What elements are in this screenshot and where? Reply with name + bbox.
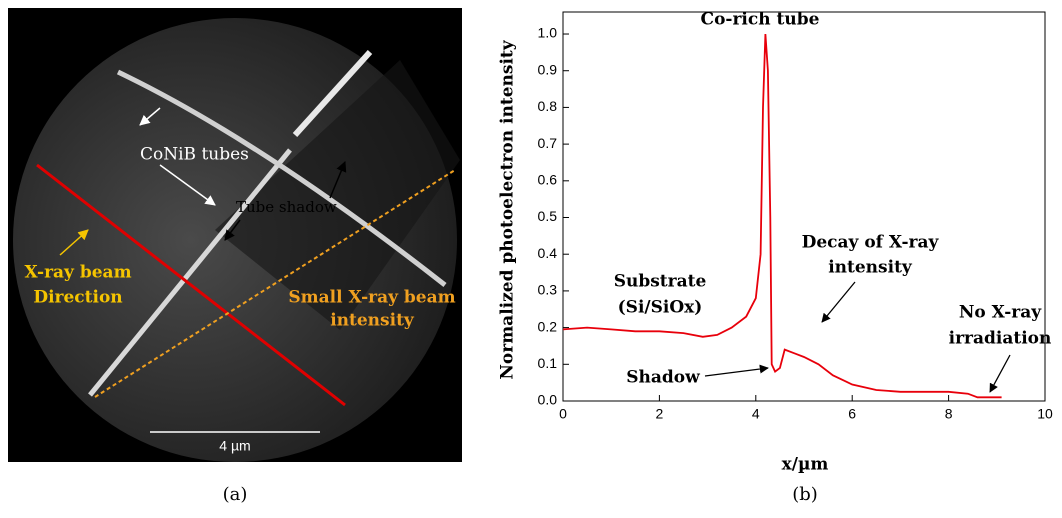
annotation: intensity bbox=[828, 258, 913, 278]
annotation: irradiation bbox=[949, 329, 1052, 349]
y-tick-label: 0.1 bbox=[538, 355, 558, 371]
x-tick-label: 6 bbox=[848, 406, 856, 422]
y-tick-label: 0.4 bbox=[538, 245, 558, 261]
y-tick-label: 0.3 bbox=[538, 282, 558, 298]
label: intensity bbox=[330, 311, 415, 331]
x-tick-label: 10 bbox=[1037, 406, 1053, 422]
arrow bbox=[704, 364, 769, 377]
plot-frame bbox=[562, 11, 1046, 402]
arrow bbox=[329, 161, 347, 199]
label: Small X-ray beam bbox=[288, 288, 455, 308]
profile-line bbox=[36, 163, 346, 407]
y-tick-label: 0.8 bbox=[538, 98, 558, 114]
y-tick-label: 0.5 bbox=[538, 208, 558, 224]
y-axis-label: Normalized photoelectron intensity bbox=[498, 39, 518, 379]
label: Tube shadow bbox=[236, 198, 337, 216]
caption: (a) bbox=[223, 484, 248, 505]
arrow bbox=[989, 354, 1011, 393]
arrow bbox=[59, 229, 89, 256]
x-tick-label: 2 bbox=[656, 406, 664, 422]
annotation: Shadow bbox=[626, 368, 700, 388]
annotation: Decay of X-ray bbox=[802, 233, 940, 253]
arrow bbox=[159, 164, 216, 206]
annotation: Co-rich tube bbox=[701, 10, 820, 30]
micrograph: CoNiB tubes Tube shadow X-ray beam Direc… bbox=[8, 8, 462, 462]
y-tick-label: 1.0 bbox=[538, 25, 558, 41]
x-tick-label: 4 bbox=[752, 406, 760, 422]
data-line bbox=[562, 33, 1002, 399]
arrow bbox=[139, 107, 161, 126]
arrow bbox=[821, 281, 856, 323]
label: CoNiB tubes bbox=[140, 145, 249, 165]
y-tick-label: 0.2 bbox=[538, 318, 558, 334]
y-tick-label: 0.9 bbox=[538, 61, 558, 77]
label: Direction bbox=[33, 288, 122, 308]
tube bbox=[116, 69, 447, 287]
annotation: No X-ray bbox=[959, 303, 1042, 323]
tube bbox=[88, 148, 292, 397]
scale-label: 4 µm bbox=[219, 438, 250, 454]
annotation: Substrate bbox=[614, 272, 707, 292]
caption: (b) bbox=[792, 484, 818, 505]
x-tick-label: 0 bbox=[559, 406, 567, 422]
tube bbox=[292, 49, 373, 138]
arrow bbox=[224, 219, 241, 241]
annotation: (Si/SiOx) bbox=[618, 298, 703, 318]
y-tick-label: 0.6 bbox=[538, 172, 558, 188]
x-tick-label: 8 bbox=[945, 406, 953, 422]
beam-edge bbox=[94, 169, 456, 398]
x-axis-label: x/µm bbox=[782, 455, 829, 475]
label: X-ray beam bbox=[24, 263, 131, 283]
shadow-area bbox=[215, 60, 460, 330]
y-tick-label: 0.7 bbox=[538, 135, 558, 151]
y-tick-label: 0.0 bbox=[538, 392, 558, 408]
